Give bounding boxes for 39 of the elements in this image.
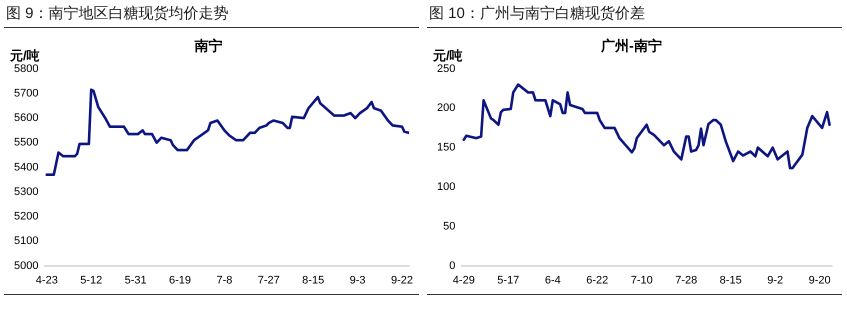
x-tick-label: 7-28 (675, 274, 698, 286)
x-tick-label: 8-15 (720, 274, 742, 286)
chart-title: 图 10：广州与南宁白糖现货价差 (427, 2, 842, 28)
y-tick-label: 250 (436, 62, 456, 75)
y-tick-label: 5600 (14, 112, 38, 124)
x-tick-label: 5-31 (124, 274, 147, 286)
y-tick-label: 5800 (14, 62, 38, 75)
x-tick-label: 6-4 (544, 274, 561, 286)
x-tick-label: 9-20 (808, 274, 831, 286)
x-tick-label: 9-3 (350, 274, 366, 286)
x-tick-label: 7-8 (216, 274, 232, 286)
x-tick-label: 4-29 (452, 274, 475, 286)
y-tick-label: 5500 (14, 136, 38, 149)
x-tick-label: 9-2 (767, 274, 784, 286)
x-tick-label: 8-15 (302, 274, 324, 286)
x-tick-label: 5-12 (80, 274, 102, 286)
x-tick-label: 6-19 (168, 274, 192, 286)
x-tick-label: 7-27 (258, 274, 280, 286)
y-tick-label: 200 (436, 102, 456, 114)
y-tick-label: 5400 (14, 161, 38, 174)
y-axis-title: 元/吨 (9, 48, 40, 63)
y-tick-label: 5300 (14, 186, 38, 198)
y-tick-label: 5700 (14, 87, 38, 100)
y-axis-title: 元/吨 (432, 48, 463, 63)
y-tick-label: 100 (436, 181, 456, 194)
x-tick-label: 6-22 (586, 274, 608, 286)
x-tick-label: 7-10 (630, 274, 653, 286)
y-tick-label: 5100 (14, 235, 38, 248)
chart-title: 图 9：南宁地区白糖现货均价走势 (4, 2, 419, 28)
y-tick-label: 150 (436, 142, 456, 154)
x-tick-label: 4-23 (36, 274, 58, 286)
y-tick-label: 50 (443, 220, 456, 232)
y-tick-label: 5000 (14, 260, 38, 272)
y-tick-label: 5200 (14, 210, 38, 223)
chart-subtitle: 广州-南宁 (600, 37, 662, 54)
x-tick-label: 9-22 (390, 274, 414, 286)
y-tick-label: 0 (449, 260, 456, 272)
chart-subtitle: 南宁 (194, 37, 222, 54)
x-tick-label: 5-17 (497, 274, 520, 286)
